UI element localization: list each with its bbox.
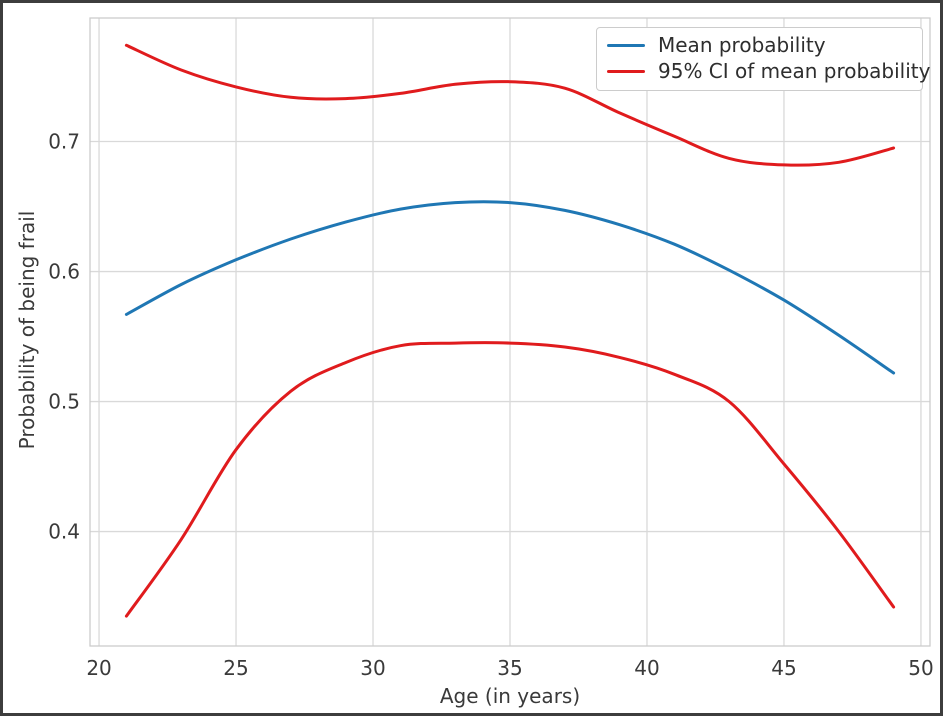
x-tick-label: 25 <box>223 656 248 680</box>
x-tick-label: 50 <box>908 656 933 680</box>
y-tick-label: 0.6 <box>48 260 80 284</box>
legend-item-mean: Mean probability <box>607 33 910 58</box>
mean-line-swatch <box>607 43 645 48</box>
x-tick-label: 40 <box>634 656 659 680</box>
legend-label-mean: Mean probability <box>658 33 826 57</box>
legend: Mean probability 95% CI of mean probabil… <box>596 27 930 91</box>
y-tick-label: 0.4 <box>48 520 80 544</box>
x-tick-label: 30 <box>360 656 385 680</box>
x-tick-label: 45 <box>771 656 796 680</box>
ci-line-swatch <box>607 69 645 74</box>
line-chart: 20 25 30 35 40 45 50 0.4 0.5 0.6 0.7 <box>48 17 934 680</box>
y-tick-label: 0.5 <box>48 390 80 414</box>
y-tick-label: 0.7 <box>48 130 80 154</box>
legend-item-ci: 95% CI of mean probability <box>607 59 930 84</box>
legend-label-ci: 95% CI of mean probability <box>658 59 931 83</box>
x-axis-title: Age (in years) <box>439 684 581 708</box>
x-tick-label: 35 <box>497 656 522 680</box>
y-axis-title: Probability of being frail <box>15 210 39 450</box>
ci-lower-line <box>124 341 896 618</box>
x-tick-label: 20 <box>86 656 111 680</box>
ci-upper-line <box>124 43 896 167</box>
plot-spines <box>89 17 931 647</box>
mean-line <box>124 200 896 375</box>
